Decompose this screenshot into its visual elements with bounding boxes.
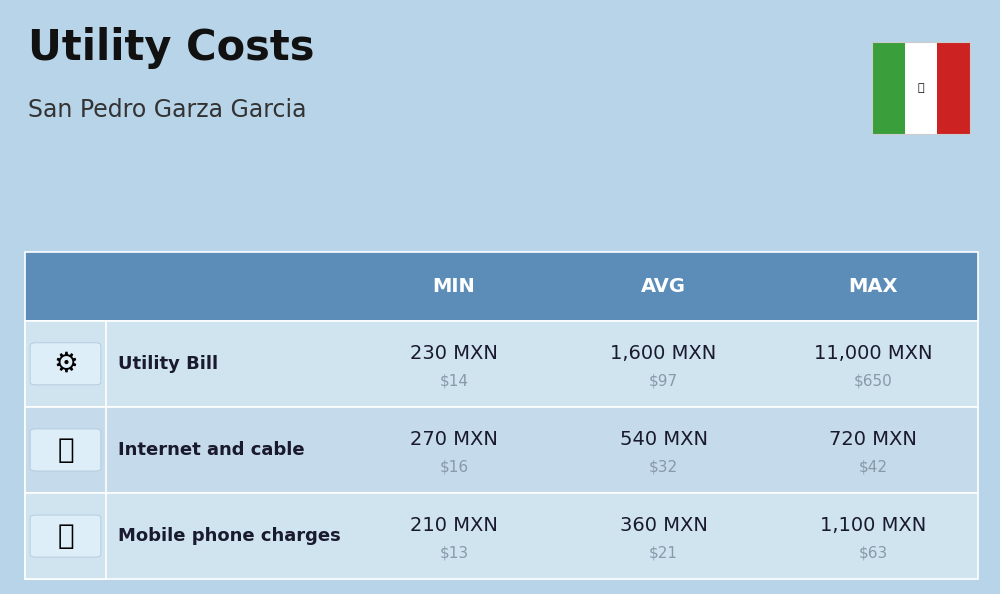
Text: $32: $32 [649, 460, 678, 475]
Text: $42: $42 [859, 460, 888, 475]
Text: AVG: AVG [641, 277, 686, 296]
Bar [25, 321, 106, 407]
Text: 210 MXN: 210 MXN [410, 516, 498, 535]
Text: San Pedro Garza Garcia: San Pedro Garza Garcia [28, 98, 306, 122]
Text: 📶: 📶 [57, 436, 74, 464]
Bar [25, 407, 106, 493]
Text: ⚙: ⚙ [53, 350, 78, 378]
Text: 270 MXN: 270 MXN [410, 430, 498, 449]
Text: $13: $13 [439, 546, 468, 561]
Text: $16: $16 [439, 460, 468, 475]
Text: $97: $97 [649, 374, 678, 388]
Text: 1,600 MXN: 1,600 MXN [610, 344, 717, 363]
Text: $650: $650 [854, 374, 893, 388]
Text: 720 MXN: 720 MXN [829, 430, 917, 449]
Text: Utility Bill: Utility Bill [118, 355, 218, 373]
Text: 1,100 MXN: 1,100 MXN [820, 516, 926, 535]
Bar [25, 493, 106, 579]
Text: 360 MXN: 360 MXN [620, 516, 707, 535]
Text: MIN: MIN [432, 277, 475, 296]
Bar [25, 321, 978, 407]
Bar [25, 407, 978, 493]
Text: MAX: MAX [848, 277, 898, 296]
Text: 11,000 MXN: 11,000 MXN [814, 344, 932, 363]
Bar [872, 42, 970, 134]
Text: $21: $21 [649, 546, 678, 561]
Text: 230 MXN: 230 MXN [410, 344, 498, 363]
Text: Internet and cable: Internet and cable [118, 441, 305, 459]
Text: 540 MXN: 540 MXN [620, 430, 708, 449]
Text: 🦅: 🦅 [918, 83, 924, 93]
Bar [25, 252, 978, 321]
Text: $63: $63 [859, 546, 888, 561]
Text: Utility Costs: Utility Costs [28, 27, 314, 69]
Bar [25, 493, 978, 579]
Text: Mobile phone charges: Mobile phone charges [118, 527, 341, 545]
Bar [905, 42, 937, 134]
Text: $14: $14 [439, 374, 468, 388]
Text: 📱: 📱 [57, 522, 74, 550]
Bar [872, 42, 905, 134]
FancyBboxPatch shape [30, 515, 101, 557]
Bar [937, 42, 970, 134]
FancyBboxPatch shape [30, 429, 101, 471]
FancyBboxPatch shape [30, 343, 101, 385]
